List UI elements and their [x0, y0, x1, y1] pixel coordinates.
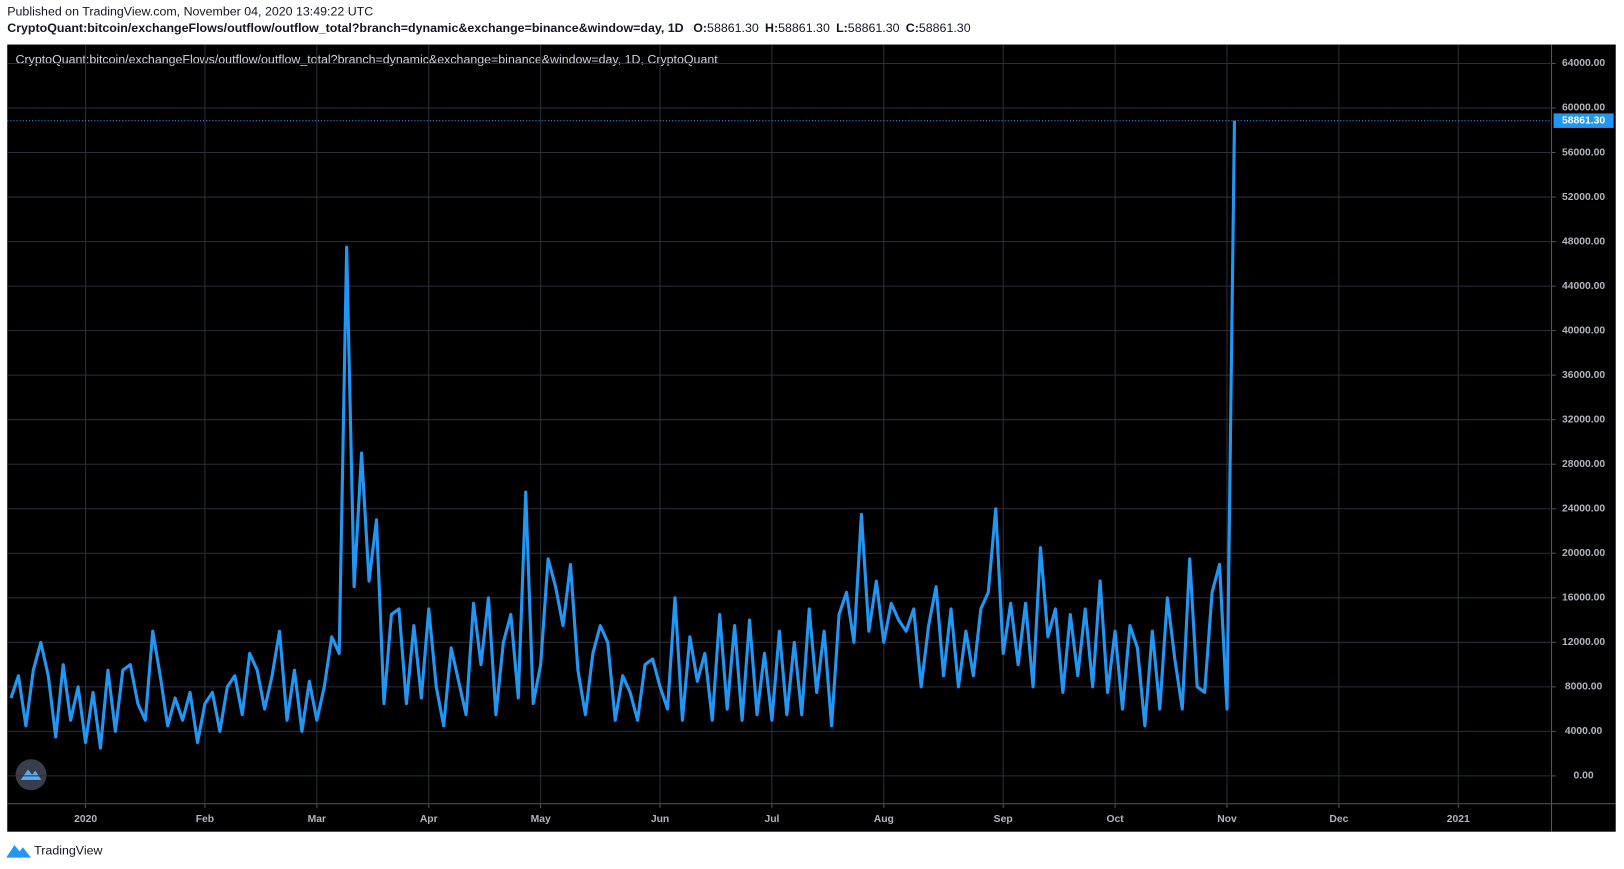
x-tick-label: 2021 [1447, 814, 1470, 825]
x-tick-label: 2020 [74, 814, 97, 825]
x-tick-label: Dec [1329, 814, 1348, 825]
y-tick-label: 0.00 [1574, 771, 1594, 782]
footer-logo [6, 845, 32, 858]
y-tick-label: 16000.00 [1562, 593, 1605, 604]
ohlc-value: 58861.30 [848, 21, 900, 35]
footer-brand: TradingView [34, 844, 102, 858]
last-value-label: 58861.30 [1562, 115, 1605, 126]
symbol-line: CryptoQuant:bitcoin/exchangeFlows/outflo… [7, 21, 970, 35]
y-tick-label: 4000.00 [1565, 726, 1603, 737]
last-value-tag [1553, 113, 1614, 128]
y-tick-label: 56000.00 [1562, 147, 1605, 158]
ohlc-value: 58861.30 [778, 21, 830, 35]
y-tick-label: 12000.00 [1562, 637, 1605, 648]
y-tick-label: 28000.00 [1562, 459, 1605, 470]
data-line [9, 120, 1237, 750]
y-tick-label: 20000.00 [1562, 548, 1605, 559]
x-tick-label: Sep [994, 814, 1013, 825]
ohlc-key: C: [906, 21, 919, 35]
y-tick-label: 32000.00 [1562, 414, 1605, 425]
x-tick-label: Jul [764, 814, 779, 825]
published-line: Published on TradingView.com, November 0… [7, 5, 373, 19]
y-tick-label: 64000.00 [1562, 58, 1605, 69]
y-tick-label: 52000.00 [1562, 192, 1605, 203]
x-tick-label: May [531, 814, 551, 825]
ohlc-key: L: [836, 21, 848, 35]
x-tick-label: Apr [420, 814, 438, 825]
y-tick-label: 36000.00 [1562, 370, 1605, 381]
chart-background [7, 44, 1616, 832]
x-tick-label: Mar [308, 814, 326, 825]
x-tick-label: Feb [196, 814, 214, 825]
ohlc-value: 58861.30 [919, 21, 971, 35]
ohlc-key: O: [693, 21, 707, 35]
ohlc-key: H: [765, 21, 778, 35]
y-tick-label: 8000.00 [1565, 682, 1603, 693]
symbol: CryptoQuant:bitcoin/exchangeFlows/outflo… [7, 21, 683, 35]
y-tick-label: 60000.00 [1562, 103, 1605, 114]
grid [7, 44, 1552, 804]
y-tick-label: 24000.00 [1562, 503, 1605, 514]
y-tick-label: 48000.00 [1562, 236, 1605, 247]
x-tick-label: Jun [651, 814, 669, 825]
x-tick-label: Nov [1217, 814, 1237, 825]
ohlc-value: 58861.30 [707, 21, 759, 35]
y-tick-label: 44000.00 [1562, 281, 1605, 292]
legend-entry: CryptoQuant:bitcoin/exchangeFlows/outflo… [16, 52, 719, 66]
x-tick-label: Aug [874, 814, 894, 825]
y-tick-label: 40000.00 [1562, 325, 1605, 336]
logo-badge [15, 759, 47, 791]
x-tick-label: Oct [1106, 814, 1124, 825]
